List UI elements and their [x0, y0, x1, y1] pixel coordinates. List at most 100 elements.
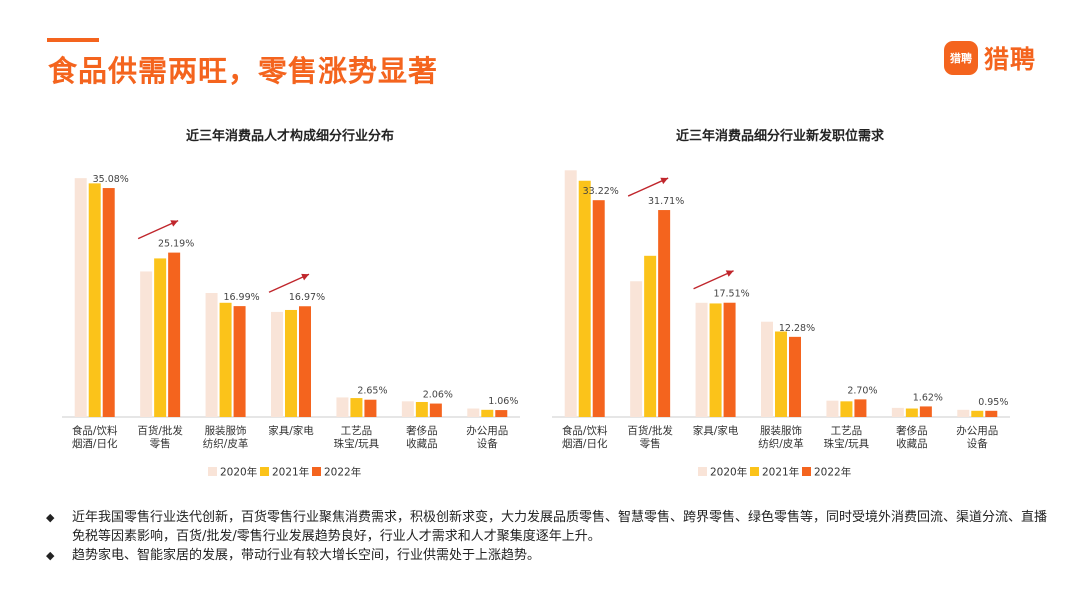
page-title: 食品供需两旺，零售涨势显著 — [48, 54, 439, 88]
bar — [578, 180, 591, 417]
trend-arrow-line — [627, 177, 669, 197]
trend-arrow-head-icon — [301, 273, 309, 281]
bar — [271, 311, 283, 417]
data-label: 12.28% — [779, 323, 815, 334]
bar — [401, 401, 414, 417]
bar — [957, 409, 970, 417]
bullet-item: ◆ 趋势家电、智能家居的发展，带动行业有较大增长空间，行业供需处于上涨趋势。 — [46, 546, 1056, 565]
bar — [658, 210, 671, 417]
data-label: 2.65% — [357, 386, 387, 397]
data-label: 2.70% — [847, 385, 877, 396]
bar — [919, 406, 932, 417]
trend-arrow-line — [137, 219, 179, 240]
chart-title: 近三年消费品细分行业新发职位需求 — [676, 128, 885, 144]
legend-label: 2022年 — [324, 466, 361, 479]
bar — [789, 336, 801, 417]
bar — [840, 401, 853, 417]
legend-swatch — [750, 467, 759, 476]
bar — [971, 410, 984, 417]
x-tick-label: 食品/饮料 — [72, 424, 118, 437]
diamond-bullet-icon: ◆ — [46, 549, 55, 562]
bar — [415, 401, 428, 417]
legend-swatch — [802, 467, 811, 476]
bar — [154, 258, 167, 417]
x-tick-label: 工艺品 — [341, 425, 373, 437]
bar — [74, 178, 87, 417]
legend-label: 2021年 — [272, 466, 309, 479]
x-tick-label: 办公用品 — [466, 424, 508, 437]
bar — [644, 255, 657, 417]
data-label: 2.06% — [423, 390, 453, 401]
x-tick-label: 家具/家电 — [693, 424, 739, 437]
bar — [985, 410, 998, 417]
x-tick-label: 工艺品 — [831, 425, 863, 437]
x-tick-label: 奢侈品 — [406, 424, 438, 437]
x-tick-label: 食品/饮料 — [562, 424, 608, 437]
x-tick-label: 服装服饰 — [760, 424, 802, 437]
trend-arrow-head-icon — [170, 220, 179, 227]
bar — [854, 399, 867, 417]
legend-label: 2020年 — [220, 466, 257, 479]
bar — [495, 410, 508, 417]
x-tick-label: 珠宝/玩具 — [824, 437, 870, 450]
x-tick-label: 零售 — [150, 437, 171, 450]
bar — [826, 400, 839, 417]
legend-label: 2021年 — [762, 466, 799, 479]
legend-swatch — [312, 467, 321, 476]
x-tick-label: 收藏品 — [896, 437, 928, 450]
x-tick-label: 纺织/皮革 — [758, 437, 804, 450]
legend-swatch — [698, 467, 707, 476]
bar — [140, 271, 153, 417]
bar — [592, 200, 605, 417]
x-tick-label: 办公用品 — [956, 424, 998, 437]
x-tick-label: 服装服饰 — [205, 424, 247, 437]
legend-swatch — [208, 467, 217, 476]
data-label: 16.99% — [223, 292, 259, 303]
trend-arrow-line — [268, 273, 310, 293]
bar — [205, 293, 218, 417]
bar — [709, 303, 722, 417]
bar — [285, 309, 297, 417]
legend-label: 2020年 — [710, 466, 747, 479]
x-tick-label: 设备 — [477, 437, 498, 450]
x-tick-label: 百货/批发 — [627, 424, 673, 437]
bar — [350, 398, 363, 417]
data-label: 0.95% — [978, 397, 1008, 408]
x-tick-label: 零售 — [640, 437, 661, 450]
bar — [299, 306, 311, 417]
x-tick-label: 纺织/皮革 — [203, 437, 249, 450]
bullet-list: ◆ 近年我国零售行业迭代创新，百货零售行业聚焦消费需求，积极创新求变，大力发展品… — [46, 508, 1056, 565]
bar — [168, 252, 181, 417]
liepin-logo: 猎聘 猎聘 — [944, 40, 1036, 76]
logo-text: 猎聘 — [984, 45, 1037, 74]
bullet-text: 近年我国零售行业迭代创新，百货零售行业聚焦消费需求，积极创新求变，大力发展品质零… — [72, 510, 1048, 544]
bar — [481, 409, 494, 417]
x-tick-label: 百货/批发 — [137, 424, 183, 437]
bar — [102, 188, 115, 417]
bar — [233, 306, 246, 417]
bar — [905, 408, 918, 417]
data-label: 17.51% — [713, 289, 749, 300]
bar — [88, 183, 101, 417]
data-label: 35.08% — [93, 174, 129, 185]
data-label: 31.71% — [648, 196, 684, 207]
bar — [564, 170, 577, 417]
trend-arrow-head-icon — [660, 177, 669, 185]
bar — [891, 407, 904, 417]
diamond-bullet-icon: ◆ — [46, 511, 55, 524]
bar — [775, 331, 787, 417]
trend-arrow-head-icon — [725, 270, 734, 277]
bar — [723, 302, 736, 417]
x-tick-label: 家具/家电 — [268, 424, 314, 437]
bullet-text: 趋势家电、智能家居的发展，带动行业有较大增长空间，行业供需处于上涨趋势。 — [72, 548, 541, 563]
bar — [364, 399, 377, 417]
bar — [761, 321, 773, 417]
legend-swatch — [260, 467, 269, 476]
title-accent-bar — [47, 38, 99, 42]
trend-arrow-line — [693, 270, 734, 290]
x-tick-label: 收藏品 — [406, 437, 438, 450]
bar — [429, 403, 442, 417]
x-tick-label: 烟酒/日化 — [562, 437, 608, 450]
